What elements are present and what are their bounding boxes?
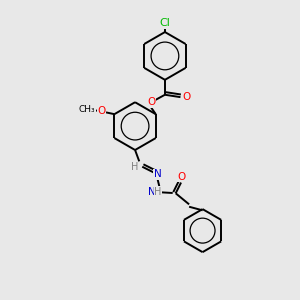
Text: O: O: [182, 92, 190, 101]
Text: H: H: [154, 187, 161, 196]
Text: CH₃: CH₃: [79, 105, 95, 114]
Text: N: N: [154, 169, 162, 179]
Text: O: O: [98, 106, 106, 116]
Text: H: H: [131, 162, 138, 172]
Text: O: O: [147, 97, 156, 107]
Text: N: N: [148, 187, 156, 196]
Text: O: O: [177, 172, 185, 182]
Text: Cl: Cl: [160, 18, 170, 28]
